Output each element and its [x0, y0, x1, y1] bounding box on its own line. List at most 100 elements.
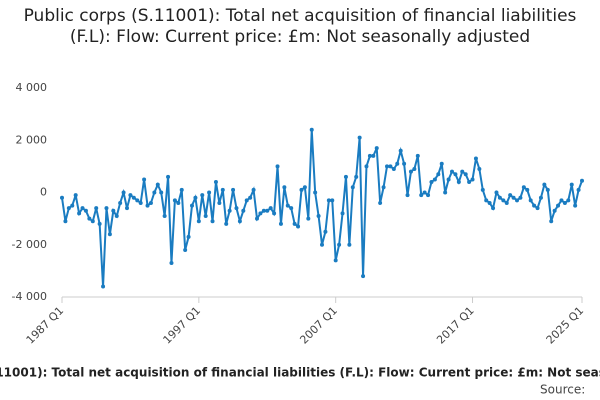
point: [306, 216, 311, 221]
point: [172, 198, 177, 203]
point: [241, 208, 246, 213]
point: [176, 200, 181, 205]
y-tick-label: -4 000: [12, 290, 47, 303]
point: [278, 221, 283, 226]
point: [210, 219, 215, 224]
point: [508, 193, 513, 198]
point: [415, 153, 420, 158]
point: [285, 203, 290, 208]
point: [549, 219, 554, 224]
point: [268, 206, 273, 211]
point: [237, 219, 242, 224]
point: [552, 208, 557, 213]
point: [532, 203, 537, 208]
point: [542, 182, 547, 187]
point: [227, 208, 232, 213]
point: [412, 166, 417, 171]
source: Source:: [540, 383, 585, 397]
point: [224, 221, 229, 226]
point: [125, 206, 129, 211]
point: [473, 156, 478, 161]
point: [364, 164, 369, 169]
point: [220, 187, 225, 192]
point: [405, 193, 410, 198]
point: [402, 161, 407, 166]
point: [248, 195, 253, 200]
point: [429, 180, 434, 185]
point: [272, 211, 277, 216]
point: [309, 127, 314, 132]
point: [357, 135, 362, 140]
point: [408, 169, 413, 174]
point: [343, 174, 348, 179]
point: [559, 198, 564, 203]
point: [217, 200, 222, 205]
point: [63, 219, 68, 224]
point: [87, 216, 92, 221]
point: [395, 161, 400, 166]
point: [501, 198, 506, 203]
point: [135, 198, 140, 203]
point: [169, 261, 174, 266]
point: [313, 190, 318, 195]
point: [391, 166, 396, 171]
point: [121, 190, 126, 195]
point: [385, 164, 389, 169]
point: [207, 190, 212, 195]
point: [491, 206, 496, 211]
point: [155, 182, 160, 187]
x-tick-label: 2007 Q1: [297, 304, 340, 347]
point: [443, 190, 448, 195]
point: [190, 203, 194, 208]
point: [183, 247, 188, 252]
point: [193, 195, 198, 200]
y-tick-label: 4 000: [16, 81, 48, 94]
point: [354, 174, 359, 179]
point: [234, 206, 239, 211]
point: [111, 208, 116, 213]
point: [97, 221, 102, 226]
point: [337, 242, 342, 247]
point: [528, 198, 533, 203]
point: [326, 198, 331, 203]
line: [61, 129, 583, 287]
point: [426, 193, 431, 198]
point: [320, 242, 324, 247]
point: [251, 187, 256, 192]
point: [521, 185, 526, 190]
point: [118, 200, 123, 205]
point: [258, 211, 263, 216]
y-tick-label: -2 000: [12, 238, 47, 251]
point: [213, 180, 218, 185]
point: [494, 190, 499, 195]
point: [432, 177, 437, 182]
point: [580, 178, 584, 183]
point: [367, 153, 372, 158]
point: [518, 195, 523, 200]
point: [83, 208, 88, 213]
point: [316, 214, 321, 219]
x-tick-label: 1987 Q1: [24, 304, 67, 347]
point: [484, 198, 489, 203]
point: [131, 195, 136, 200]
point: [289, 206, 294, 211]
point: [460, 169, 465, 174]
point: [340, 211, 345, 216]
point: [398, 148, 403, 153]
x-tick-label: 2017 Q1: [434, 304, 477, 347]
point: [511, 195, 516, 200]
point: [381, 185, 386, 190]
point: [515, 198, 519, 203]
point: [538, 195, 543, 200]
point: [388, 164, 393, 169]
point: [419, 193, 424, 198]
point: [265, 208, 270, 213]
point: [152, 190, 157, 195]
point: [576, 187, 581, 192]
point: [374, 146, 379, 151]
point: [296, 224, 301, 229]
point: [104, 206, 109, 211]
point: [70, 203, 75, 208]
